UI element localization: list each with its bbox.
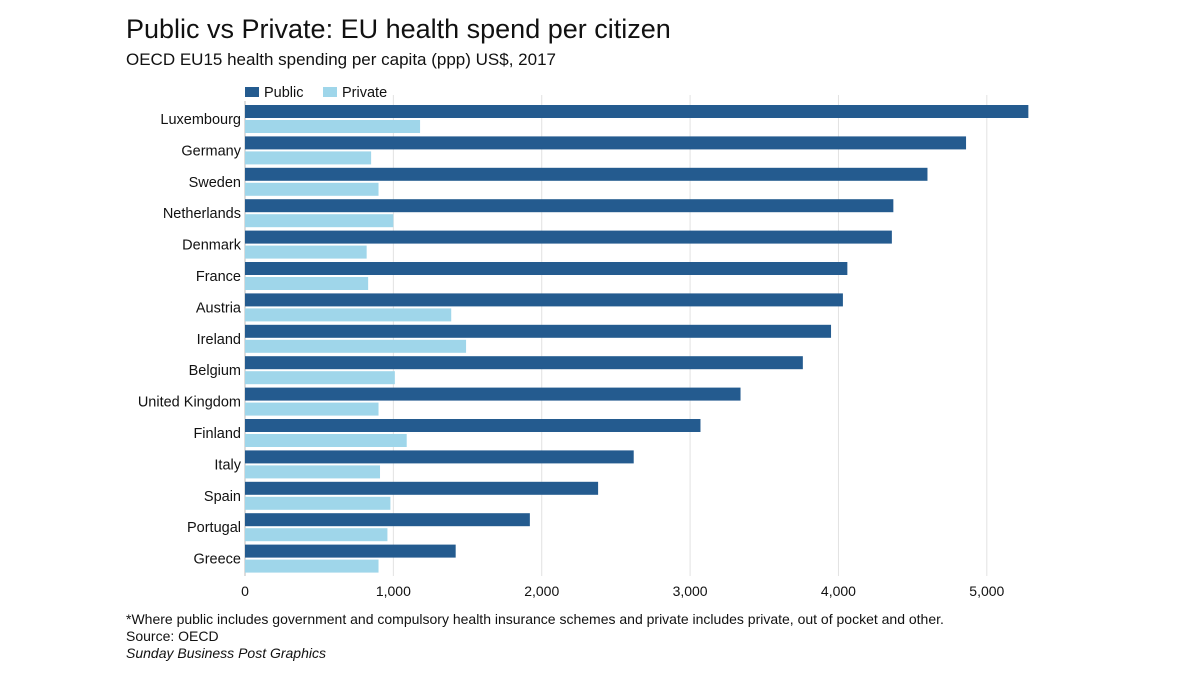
bar-private-greece	[245, 559, 379, 573]
bar-private-belgium	[245, 371, 395, 385]
category-label: Finland	[193, 426, 241, 442]
category-label: Denmark	[182, 238, 242, 254]
legend-swatch-private	[323, 87, 337, 97]
chart-title: Public vs Private: EU health spend per c…	[126, 14, 671, 44]
category-label: Italy	[214, 457, 241, 473]
bar-private-united-kingdom	[245, 402, 379, 416]
category-label: United Kingdom	[138, 395, 241, 411]
category-label: Portugal	[187, 520, 241, 536]
bar-public-sweden	[245, 167, 928, 181]
category-label: Germany	[181, 143, 241, 159]
bar-public-greece	[245, 544, 456, 558]
bar-private-austria	[245, 308, 452, 322]
bar-chart: Public Private Luxembourg Germany Sweden Net…	[138, 85, 1029, 599]
bar-public-belgium	[245, 356, 803, 370]
bar-public-finland	[245, 419, 701, 432]
bar-public-united-kingdom	[245, 387, 741, 401]
category-label: Spain	[204, 489, 241, 505]
footnote: *Where public includes government and co…	[126, 611, 944, 627]
credit-note: Sunday Business Post Graphics	[126, 645, 326, 661]
legend: Public Private	[245, 85, 387, 101]
bar-private-sweden	[245, 182, 379, 196]
bar-private-france	[245, 277, 369, 290]
legend-label-public: Public	[264, 85, 304, 101]
bar-public-luxembourg	[245, 105, 1029, 118]
category-label: Netherlands	[163, 206, 241, 222]
bar-private-luxembourg	[245, 120, 421, 133]
x-tick-label: 1,000	[376, 583, 411, 599]
category-label: France	[196, 269, 241, 285]
category-label: Austria	[196, 300, 242, 316]
bar-private-ireland	[245, 339, 467, 353]
chart-subtitle: OECD EU15 health spending per capita (pp…	[126, 50, 556, 69]
bar-public-germany	[245, 136, 967, 150]
x-tick-label: 5,000	[969, 583, 1004, 599]
legend-label-private: Private	[342, 85, 387, 101]
bar-public-denmark	[245, 230, 892, 244]
bar-private-netherlands	[245, 214, 394, 228]
bar-private-germany	[245, 151, 372, 165]
category-label: Ireland	[197, 332, 241, 348]
x-tick-label: 3,000	[673, 583, 708, 599]
x-tick-label: 4,000	[821, 583, 856, 599]
x-tick-label: 2,000	[524, 583, 559, 599]
legend-swatch-public	[245, 87, 259, 97]
category-label: Belgium	[189, 363, 241, 379]
bar-public-ireland	[245, 324, 832, 338]
bar-public-portugal	[245, 513, 530, 527]
bar-public-netherlands	[245, 199, 894, 213]
bar-public-spain	[245, 481, 599, 495]
category-label: Luxembourg	[160, 112, 241, 128]
bar-private-denmark	[245, 245, 367, 259]
bar-private-finland	[245, 434, 407, 447]
source-note: Source: OECD	[126, 628, 219, 644]
bar-public-france	[245, 262, 848, 275]
bar-private-italy	[245, 465, 381, 479]
category-label: Greece	[193, 552, 241, 568]
category-label: Sweden	[189, 175, 241, 191]
bar-private-spain	[245, 496, 391, 510]
bar-private-portugal	[245, 528, 388, 542]
x-tick-label: 0	[241, 583, 249, 599]
bar-public-austria	[245, 293, 843, 307]
bar-public-italy	[245, 450, 634, 464]
